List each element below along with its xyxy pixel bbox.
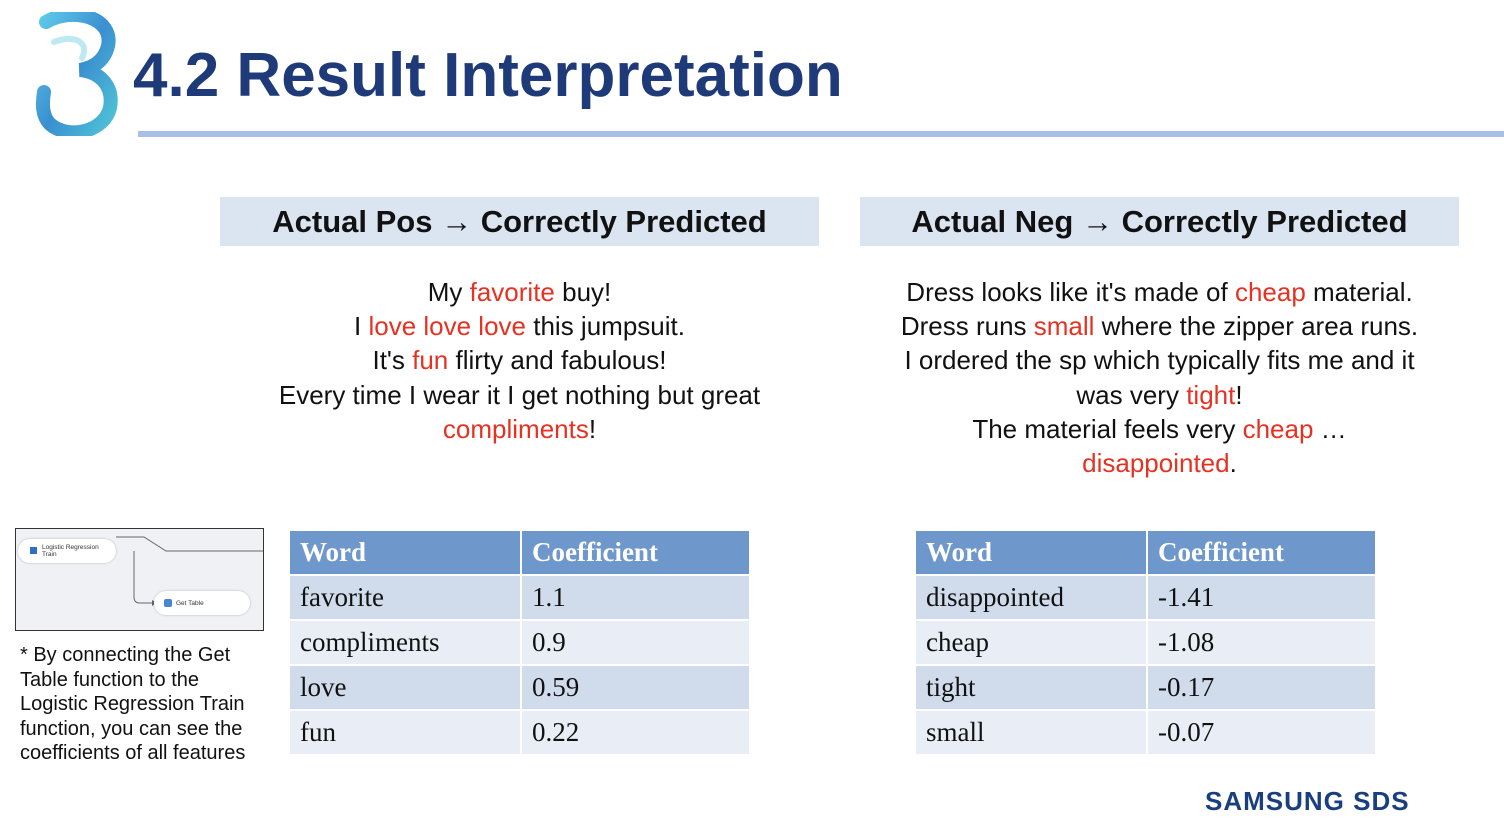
review-text: Every time I wear it I get nothing but g… xyxy=(278,379,761,410)
review-text: ! xyxy=(1235,379,1243,410)
review-text: I ordered the sp which typically fits me… xyxy=(904,345,1415,376)
title-divider xyxy=(138,131,1504,137)
word-cell: disappointed xyxy=(914,574,1148,621)
word-cell: tight xyxy=(914,664,1148,711)
review-text: Dress runs xyxy=(900,311,1034,342)
review-line: I ordered the sp which typically fits me… xyxy=(855,343,1464,377)
review-text: . xyxy=(1229,448,1237,479)
coefficient-cell: -1.08 xyxy=(1146,619,1377,666)
review-line: Dress looks like it's made of cheap mate… xyxy=(855,275,1464,309)
workflow-screenshot: Logistic Regression Train Get Table xyxy=(15,528,264,631)
coefficient-cell: 0.9 xyxy=(520,619,751,666)
negative-heading: Actual Neg → Correctly Predicted xyxy=(860,197,1459,246)
review-text: this jumpsuit. xyxy=(526,311,685,342)
review-line: The material feels very cheap … xyxy=(855,412,1464,446)
coefficient-cell: -0.07 xyxy=(1146,709,1377,756)
negative-coefficient-table: Word Coefficient disappointed -1.41 chea… xyxy=(914,529,1377,756)
node-icon xyxy=(30,547,37,554)
column-header-coefficient: Coefficient xyxy=(520,529,751,576)
review-text: Dress looks like it's made of xyxy=(906,277,1235,307)
review-line: compliments! xyxy=(220,412,819,446)
table-row: fun 0.22 xyxy=(288,709,751,756)
coefficient-cell: 1.1 xyxy=(520,574,751,621)
review-line: disappointed. xyxy=(855,446,1464,480)
node-label: Get Table xyxy=(176,600,204,607)
word-cell: compliments xyxy=(288,619,522,666)
positive-heading: Actual Pos → Correctly Predicted xyxy=(220,197,819,246)
word-cell: favorite xyxy=(288,574,522,621)
review-text: The material feels very xyxy=(972,413,1243,444)
slide-title: 4.2 Result Interpretation xyxy=(133,41,843,110)
positive-coefficient-table: Word Coefficient favorite 1.1 compliment… xyxy=(288,529,751,756)
table-row: favorite 1.1 xyxy=(288,574,751,621)
coefficient-cell: -0.17 xyxy=(1146,664,1377,711)
coefficient-cell: -1.41 xyxy=(1146,574,1377,621)
word-cell: cheap xyxy=(914,619,1148,666)
workflow-node-logistic-regression: Logistic Regression Train xyxy=(18,539,116,563)
review-line: Dress runs small where the zipper area r… xyxy=(855,309,1464,343)
table-row: disappointed -1.41 xyxy=(914,574,1377,621)
review-line: Every time I wear it I get nothing but g… xyxy=(220,378,819,412)
brand-logo: SAMSUNG SDS xyxy=(1205,786,1410,816)
review-text: where the zipper area runs. xyxy=(1094,311,1419,342)
node-icon xyxy=(164,599,172,607)
table-row: cheap -1.08 xyxy=(914,619,1377,666)
logo-icon xyxy=(35,12,118,136)
table-row: small -0.07 xyxy=(914,709,1377,756)
word-cell: fun xyxy=(288,709,522,756)
highlighted-word: fun xyxy=(412,345,449,376)
review-text: buy! xyxy=(554,277,612,307)
highlighted-word: small xyxy=(1033,311,1095,342)
review-text: I xyxy=(354,311,369,342)
table-row: compliments 0.9 xyxy=(288,619,751,666)
review-line: was very tight! xyxy=(855,378,1464,412)
review-text: material. xyxy=(1305,277,1413,307)
workflow-node-get-table: Get Table xyxy=(154,591,250,615)
review-text: … xyxy=(1313,413,1347,444)
review-line: It's fun flirty and fabulous! xyxy=(220,343,819,377)
review-line: I love love love this jumpsuit. xyxy=(220,309,819,343)
highlighted-word: cheap xyxy=(1234,277,1306,307)
node-label: Logistic Regression Train xyxy=(42,544,99,558)
highlighted-word: cheap xyxy=(1242,413,1314,444)
column-header-coefficient: Coefficient xyxy=(1146,529,1377,576)
review-text: My xyxy=(427,277,470,307)
review-text: It's xyxy=(372,345,413,376)
column-header-word: Word xyxy=(288,529,522,576)
highlighted-word: love love love xyxy=(368,311,527,342)
footnote: * By connecting the Get Table function t… xyxy=(20,644,246,764)
review-line: My favorite buy! xyxy=(220,275,819,309)
highlighted-word: favorite xyxy=(469,277,555,307)
review-text: was very xyxy=(1076,379,1187,410)
column-header-word: Word xyxy=(914,529,1148,576)
table-row: tight -0.17 xyxy=(914,664,1377,711)
coefficient-cell: 0.22 xyxy=(520,709,751,756)
highlighted-word: tight xyxy=(1186,379,1236,410)
word-cell: small xyxy=(914,709,1148,756)
review-text: ! xyxy=(588,413,597,444)
review-text: flirty and fabulous! xyxy=(448,345,667,376)
highlighted-word: compliments xyxy=(442,413,589,444)
word-cell: love xyxy=(288,664,522,711)
highlighted-word: disappointed xyxy=(1082,448,1230,479)
coefficient-cell: 0.59 xyxy=(520,664,751,711)
negative-review: Dress looks like it's made of cheap mate… xyxy=(855,275,1464,480)
positive-review: My favorite buy! I love love love this ju… xyxy=(220,275,819,446)
table-row: love 0.59 xyxy=(288,664,751,711)
